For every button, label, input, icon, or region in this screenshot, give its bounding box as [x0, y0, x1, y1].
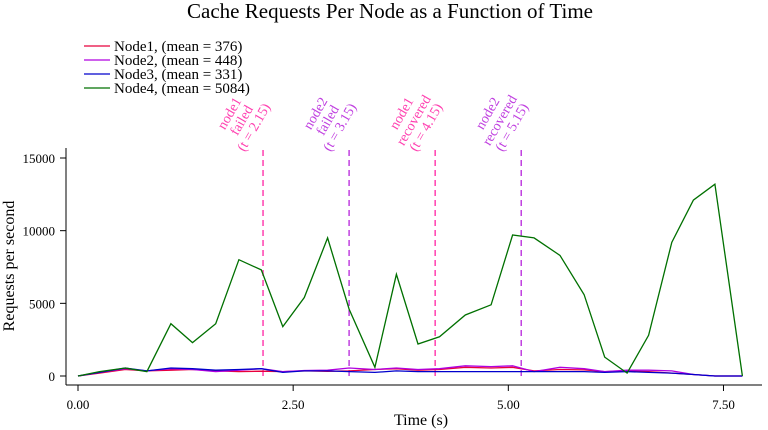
y-tick-label: 10000	[23, 224, 56, 239]
series	[77, 183, 744, 377]
axes	[65, 148, 762, 386]
ticks: 0.00 2.50 5.00 7.50 0 5000 10000 15000	[23, 151, 735, 412]
series-line-node4	[77, 183, 744, 377]
legend-entry: Node4, (mean = 5084)	[114, 81, 250, 97]
legend-entry: Node1, (mean = 376)	[114, 39, 242, 55]
y-axis-label: Requests per second	[1, 201, 18, 332]
y-tick-label: 15000	[23, 151, 56, 166]
legend: Node1, (mean = 376)Node2, (mean = 448)No…	[84, 39, 250, 97]
legend-entry: Node3, (mean = 331)	[114, 67, 242, 83]
legend-entry: Node2, (mean = 448)	[114, 53, 242, 69]
x-tick-label: 5.00	[497, 397, 520, 412]
y-tick-label: 5000	[29, 296, 55, 311]
x-axis-label: Time (s)	[394, 412, 448, 429]
chart-title: Cache Requests Per Node as a Function of…	[187, 0, 593, 23]
y-tick-label: 0	[49, 369, 56, 384]
x-tick-label: 7.50	[712, 397, 735, 412]
x-tick-label: 0.00	[67, 397, 90, 412]
series-line-node2	[77, 365, 743, 377]
series-line-node3	[77, 367, 743, 377]
x-tick-label: 2.50	[282, 397, 305, 412]
